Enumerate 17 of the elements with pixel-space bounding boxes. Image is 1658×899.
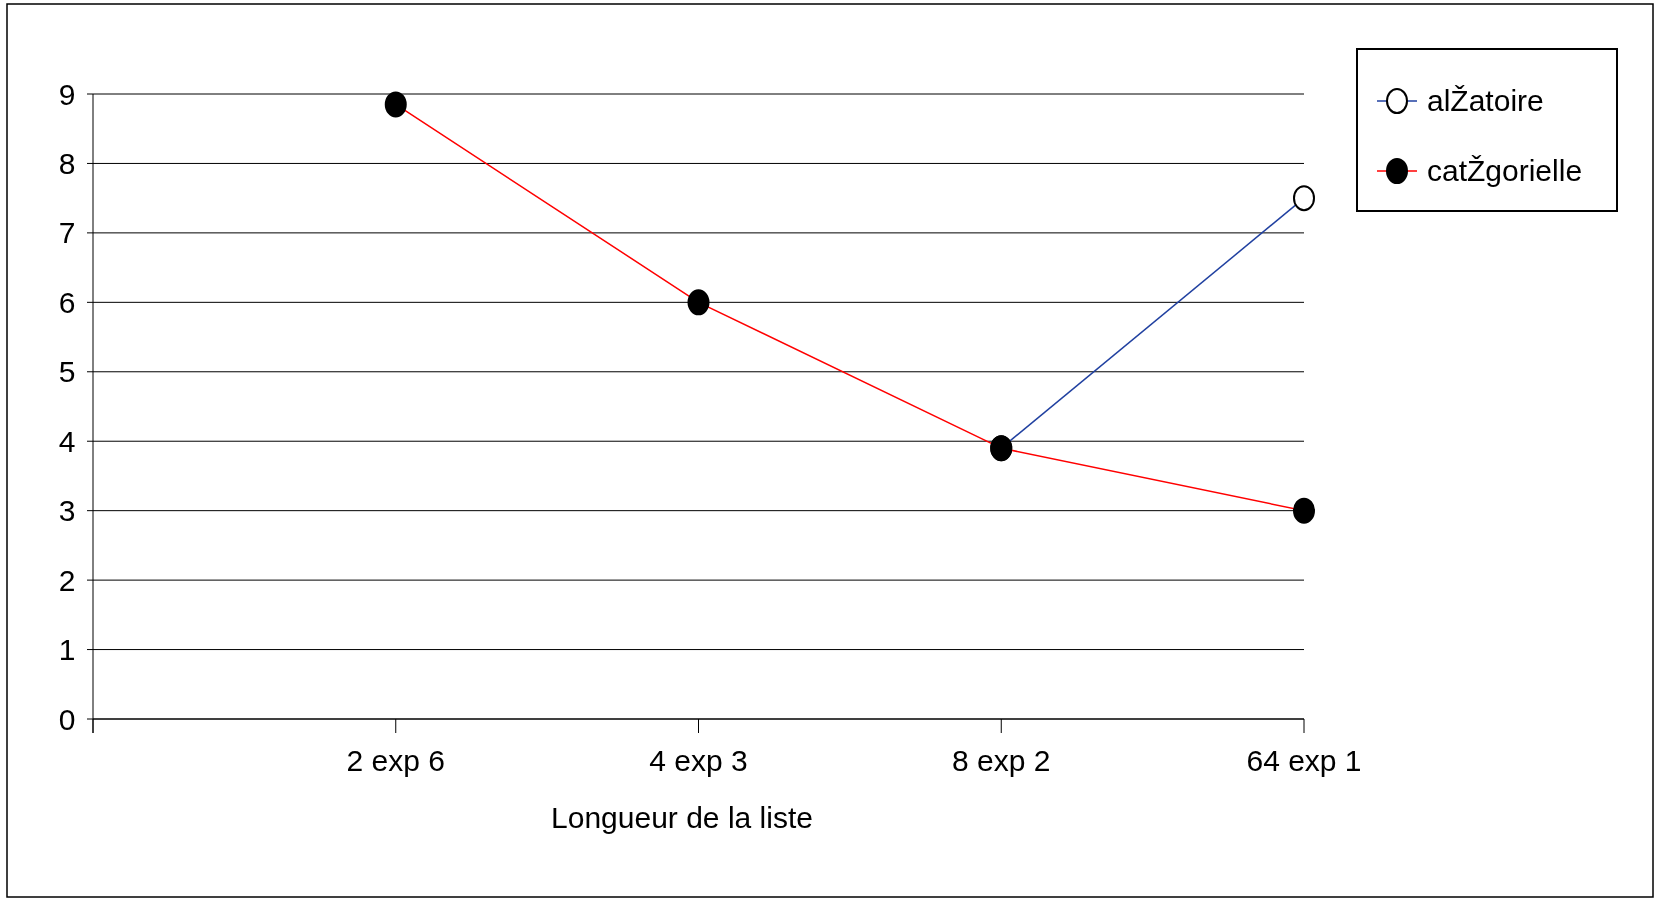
legend-label: alŽatoire [1427,84,1544,117]
y-tick-label: 1 [58,633,76,667]
x-tick-label: 8 exp 2 [952,744,1051,777]
x-axis-title: Longueur de la liste [551,801,813,834]
y-tick-label: 9 [58,77,76,111]
x-tick-label: 4 exp 3 [649,744,748,777]
y-tick-label: 6 [58,285,76,319]
x-tick-label: 2 exp 6 [346,744,445,777]
legend-label: catŽgorielle [1427,154,1583,187]
y-tick-label: 0 [58,702,76,736]
x-tick-label: 64 exp 1 [1246,744,1362,777]
y-tick-label: 2 [58,563,76,597]
y-tick-label: 3 [58,494,76,528]
y-tick-label: 7 [58,216,76,250]
y-tick-label: 5 [58,355,76,389]
y-tick-label: 8 [58,146,76,180]
y-tick-label: 4 [58,424,76,458]
